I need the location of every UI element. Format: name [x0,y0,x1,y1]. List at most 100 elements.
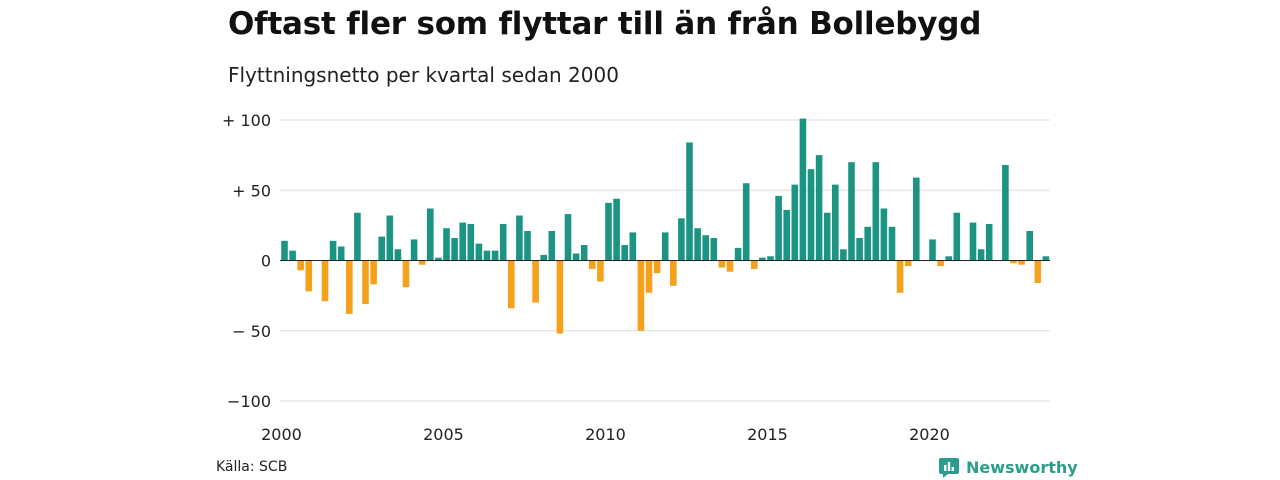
bar [597,260,604,282]
bar [759,257,766,261]
bar [532,260,539,303]
bar [832,184,839,261]
chart-subtitle: Flyttningsnetto per kvartal sedan 2000 [228,63,619,87]
bar [913,177,920,261]
source-note: Källa: SCB [216,459,288,475]
bar [969,222,977,261]
x-axis-ticks: 2000 2005 2010 2015 2020 [261,425,950,444]
bar [556,260,564,334]
bar [904,260,912,267]
bar [346,260,353,314]
bar [734,247,742,261]
bar [483,250,491,261]
bar [953,212,961,261]
bar [1002,164,1009,261]
bar [929,239,936,261]
bar [427,208,434,261]
bar [418,260,426,265]
bar [475,243,483,261]
bar [653,260,661,274]
bar [815,155,823,261]
bar [572,253,580,261]
bar [864,226,871,261]
bar [1010,260,1017,264]
bar [605,202,612,261]
bar [524,231,531,261]
brand-logo: Newsworthy [938,456,1078,478]
bar [305,260,313,292]
bar [540,254,547,261]
bar [678,218,685,261]
bar [1042,256,1050,261]
bar [726,260,734,272]
bar [945,256,952,261]
bar [337,246,345,261]
bar [823,212,831,261]
bar [402,260,410,288]
bar [742,183,750,261]
bar [848,162,855,261]
bar [856,238,863,261]
bar [459,222,466,261]
bar [1026,231,1033,261]
bar [451,238,458,261]
y-tick-label: − 50 [232,322,271,341]
bar [321,260,329,302]
bar [613,198,620,261]
bar [985,223,993,261]
x-tick-label: 2000 [261,425,302,444]
bar [840,249,847,261]
bar [386,215,394,261]
bar [791,184,799,261]
bars [281,118,1050,334]
bar [297,260,304,271]
bar [1034,260,1042,283]
y-axis-ticks: + 100 + 50 0 − 50 −100 [222,111,271,411]
x-tick-label: 2010 [585,425,626,444]
bar [799,118,807,261]
bar [410,239,418,261]
bar [937,260,944,267]
grid-lines [280,119,1050,402]
bar [580,245,588,261]
bar [435,257,442,261]
bar [694,228,701,261]
bar [751,260,758,269]
bar [775,195,782,261]
chart-title: Oftast fler som flyttar till än från Bol… [228,6,982,42]
bar [977,249,985,261]
bar [354,212,361,261]
newsworthy-logo-icon [939,458,959,478]
y-tick-label: −100 [227,392,271,411]
bar [370,260,377,285]
bar [880,208,888,261]
y-tick-label: 0 [261,252,271,271]
bar [467,223,475,261]
bar [872,162,880,261]
bar [589,260,596,269]
bar [718,260,726,268]
bar [670,260,677,286]
bar [499,223,507,261]
bar [621,245,628,261]
bar [281,240,288,261]
bar [1018,260,1025,265]
bar [637,260,645,331]
bar [888,226,896,261]
bar [516,215,523,261]
x-tick-label: 2020 [909,425,950,444]
bar [329,240,337,261]
bar [443,228,450,261]
bar [807,169,815,261]
brand-name: Newsworthy [966,457,1078,477]
bar [491,250,499,261]
bar [783,209,790,261]
bar [767,256,774,261]
bar [645,260,653,293]
bar [564,214,572,261]
bar [702,235,709,261]
bar [394,249,402,261]
bar [548,231,556,261]
bar [686,142,693,261]
